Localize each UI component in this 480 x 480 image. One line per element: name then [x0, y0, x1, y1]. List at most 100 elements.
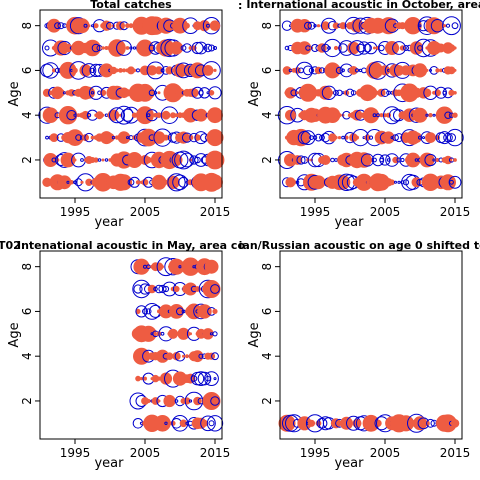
- negative-bubble: [158, 284, 167, 294]
- y-axis-label: Age: [7, 81, 22, 106]
- negative-bubble: [66, 180, 70, 184]
- positive-bubble: [201, 419, 208, 427]
- x-tick-label: 1995: [60, 446, 91, 460]
- y-axis-label: Age: [247, 81, 262, 106]
- negative-bubble: [172, 174, 188, 191]
- x-tick-label: 2005: [130, 205, 161, 219]
- positive-bubble: [339, 22, 347, 30]
- negative-bubble: [132, 46, 137, 50]
- plot-frame: [279, 250, 463, 440]
- negative-bubble: [213, 377, 217, 381]
- negative-bubble: [307, 21, 316, 30]
- negative-bubble: [204, 371, 219, 387]
- y-axis-label: Age: [247, 322, 262, 347]
- negative-bubble: [432, 158, 436, 162]
- negative-bubble: [208, 420, 215, 427]
- positive-bubble: [132, 68, 137, 73]
- positive-bubble: [425, 68, 429, 72]
- negative-bubble: [345, 88, 355, 98]
- positive-bubble: [411, 132, 422, 144]
- positive-bubble: [136, 158, 140, 162]
- positive-bubble: [115, 174, 133, 191]
- positive-bubble: [161, 110, 171, 120]
- positive-bubble: [296, 91, 299, 95]
- positive-bubble: [372, 90, 377, 96]
- negative-bubble: [379, 154, 391, 166]
- positive-bubble: [213, 68, 217, 73]
- negative-bubble: [89, 67, 96, 74]
- negative-bubble: [57, 22, 65, 30]
- positive-bubble: [117, 131, 131, 144]
- positive-bubble: [69, 180, 74, 185]
- panel-title: International acoustic in October, area …: [246, 0, 480, 11]
- positive-bubble: [135, 180, 141, 185]
- negative-bubble: [129, 46, 133, 50]
- positive-bubble: [327, 158, 331, 162]
- positive-bubble: [157, 91, 161, 95]
- negative-bubble: [448, 175, 462, 189]
- negative-bubble: [284, 45, 290, 51]
- negative-bubble: [422, 136, 425, 140]
- chart-panel-2: 1995 2005 2015 2 4 6 8 year Age International aco…: [246, 0, 480, 230]
- panel-title: Intenational acoustic in May, area co: [17, 239, 245, 252]
- negative-bubble: [194, 41, 208, 55]
- negative-bubble: [403, 45, 409, 51]
- negative-bubble: [193, 371, 209, 387]
- positive-bubble: [133, 258, 150, 275]
- negative-bubble: [109, 107, 125, 124]
- negative-bubble: [210, 284, 220, 294]
- panel-title: ian/Russian acoustic on age 0 shifted to…: [239, 239, 480, 252]
- negative-bubble: [438, 131, 451, 145]
- negative-bubble: [308, 67, 315, 74]
- positive-bubble: [125, 46, 130, 50]
- positive-bubble: [101, 158, 105, 162]
- positive-bubble: [57, 89, 65, 97]
- positive-bubble: [337, 136, 342, 140]
- chart-panel-3: 1995 2005 2015 2 4 6 8 year Age Intenational acou…: [7, 239, 245, 471]
- y-axis-label: Age: [7, 322, 22, 347]
- positive-bubble: [452, 112, 458, 118]
- negative-bubble: [111, 135, 116, 140]
- positive-bubble: [90, 135, 95, 140]
- negative-bubble: [206, 415, 224, 432]
- positive-bubble: [439, 68, 443, 73]
- x-tick-label: 2015: [440, 205, 471, 219]
- plot-frame: [279, 9, 463, 199]
- positive-bubble: [145, 156, 152, 164]
- negative-bubble: [212, 331, 218, 337]
- positive-bubble: [173, 285, 180, 293]
- y-tick-label: 8: [20, 22, 34, 30]
- positive-bubble: [147, 284, 157, 294]
- cropped-title-fragment: T02:: [0, 239, 25, 252]
- positive-bubble: [179, 419, 188, 428]
- negative-bubble: [334, 158, 338, 162]
- positive-bubble: [101, 113, 105, 117]
- positive-bubble: [175, 88, 185, 98]
- positive-bubble: [392, 156, 399, 164]
- positive-bubble: [122, 68, 126, 73]
- x-tick-label: 1995: [300, 446, 331, 460]
- positive-bubble: [307, 419, 316, 427]
- negative-bubble: [451, 22, 459, 30]
- positive-bubble: [207, 107, 223, 124]
- negative-bubble: [354, 68, 360, 73]
- positive-bubble: [131, 112, 138, 118]
- x-tick-label: 2005: [130, 446, 161, 460]
- negative-bubble: [425, 113, 429, 117]
- positive-bubble: [117, 44, 124, 52]
- positive-bubble: [142, 86, 155, 100]
- x-axis-label: year: [94, 215, 124, 230]
- positive-bubble: [128, 23, 134, 29]
- negative-bubble: [449, 179, 454, 185]
- y-tick-label: 4: [260, 111, 274, 119]
- positive-bubble: [174, 332, 179, 336]
- positive-bubble: [208, 90, 215, 96]
- negative-bubble: [133, 284, 143, 294]
- y-tick-label: 8: [260, 22, 274, 30]
- positive-bubble: [453, 158, 457, 162]
- positive-bubble: [318, 85, 333, 100]
- negative-bubble: [132, 418, 144, 429]
- y-tick-label: 2: [20, 156, 34, 164]
- negative-bubble: [330, 157, 335, 163]
- positive-bubble: [332, 22, 340, 30]
